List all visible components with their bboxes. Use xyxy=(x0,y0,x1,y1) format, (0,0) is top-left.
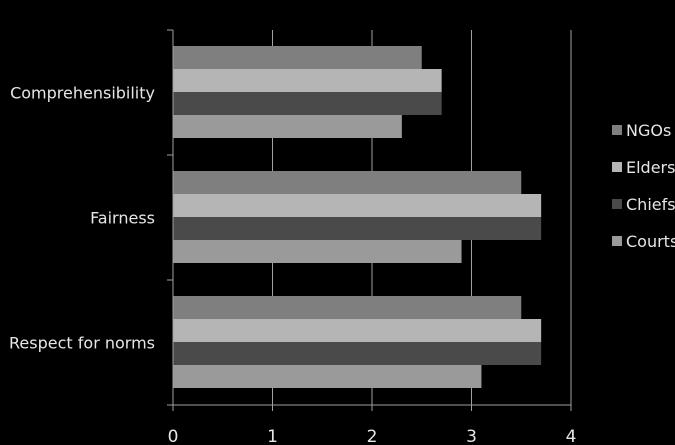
bar-ngos-1 xyxy=(173,171,522,194)
bar-elders-0 xyxy=(173,69,442,92)
category-label: Fairness xyxy=(90,209,155,228)
x-tick-label: 3 xyxy=(466,427,477,445)
legend-label-courts: Courts xyxy=(626,232,675,251)
legend-swatch-courts xyxy=(612,236,622,246)
x-tick-label: 0 xyxy=(168,427,179,445)
bar-elders-1 xyxy=(173,194,542,217)
bar-ngos-2 xyxy=(173,296,522,319)
x-tick-label: 1 xyxy=(267,427,278,445)
bar-elders-2 xyxy=(173,319,542,342)
bar-chiefs-1 xyxy=(173,217,542,240)
bar-chiefs-2 xyxy=(173,342,542,365)
legend-swatch-ngos xyxy=(612,125,622,135)
x-tick-label: 4 xyxy=(566,427,577,445)
category-labels: Comprehensibility Fairness Respect for nor… xyxy=(9,84,155,353)
bar-courts-2 xyxy=(173,365,482,388)
bars xyxy=(173,46,542,388)
bar-ngos-0 xyxy=(173,46,422,69)
category-label: Comprehensibility xyxy=(10,84,155,103)
bar-courts-0 xyxy=(173,115,402,138)
x-tick-label: 2 xyxy=(367,427,378,445)
legend-swatch-chiefs xyxy=(612,199,622,209)
legend-swatch-elders xyxy=(612,162,622,172)
legend-label-chiefs: Chiefs xyxy=(626,195,675,214)
category-label: Respect for norms xyxy=(9,334,155,353)
legend-label-ngos: NGOs xyxy=(626,121,671,140)
axes xyxy=(167,29,572,411)
x-tick-labels: 0 1 2 3 4 xyxy=(168,427,577,445)
legend-label-elders: Elders xyxy=(626,158,675,177)
bar-courts-1 xyxy=(173,240,462,263)
bar-chiefs-0 xyxy=(173,92,442,115)
legend: NGOs Elders Chiefs Courts xyxy=(612,121,675,251)
